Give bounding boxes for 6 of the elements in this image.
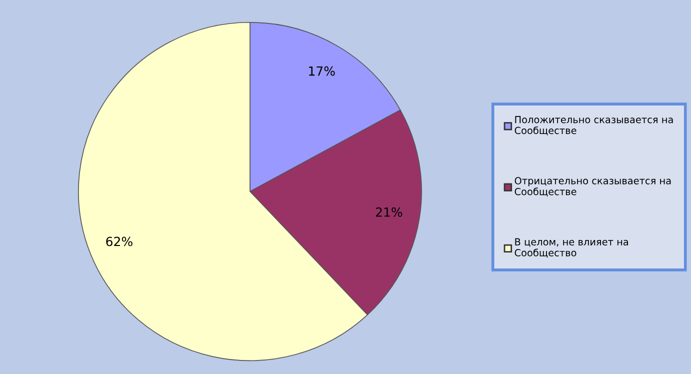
data-label: 17% bbox=[309, 66, 335, 76]
legend-label: Отрицательно сказывается на Сообществе bbox=[514, 177, 671, 196]
legend-label: В целом, не влияет на Сообщество bbox=[514, 238, 628, 258]
legend-label: Положительно сказывается на Сообществе bbox=[514, 116, 673, 136]
data-label: 62% bbox=[106, 236, 132, 246]
data-label: 21% bbox=[376, 207, 402, 217]
